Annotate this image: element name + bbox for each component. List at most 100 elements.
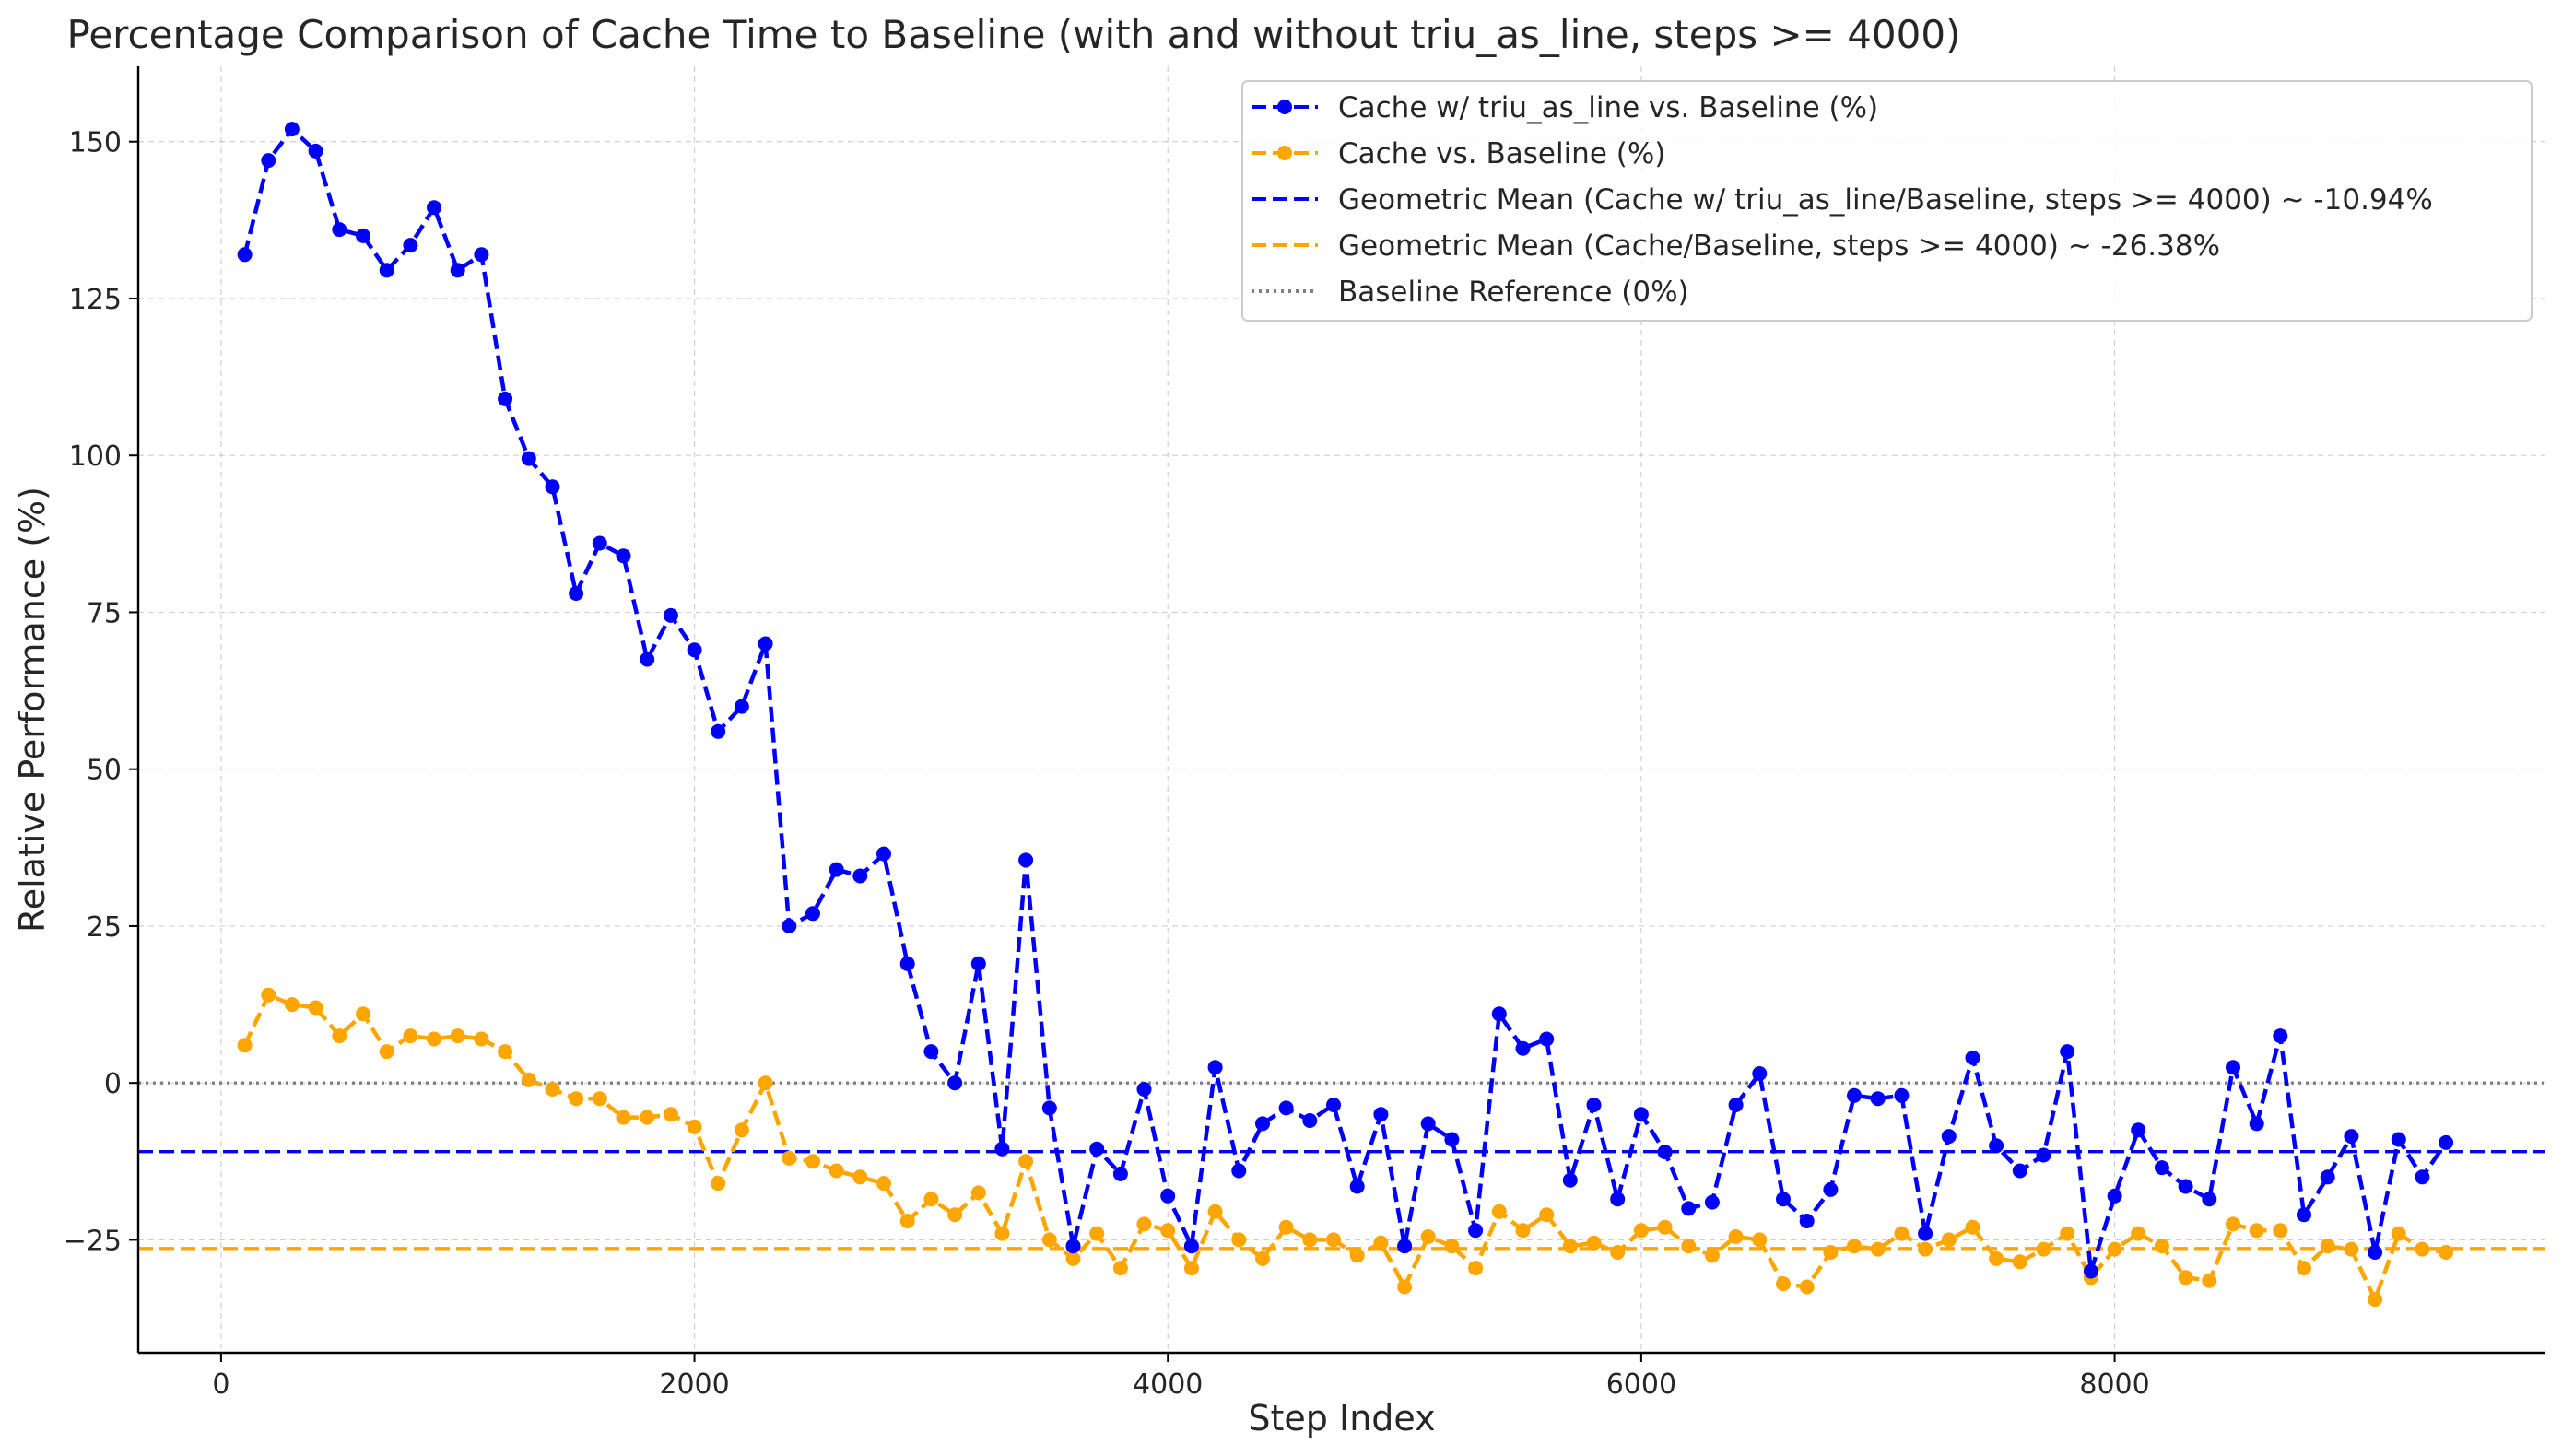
data-point [2344,1241,2359,1257]
x-axis-ticks: 0 2000 4000 6000 8000 [212,1353,2150,1401]
data-point [805,906,820,922]
data-point [1776,1276,1791,1292]
data-point [1894,1226,1910,1241]
data-point [970,1185,986,1201]
data-point [474,1031,489,1047]
data-point [2439,1134,2454,1150]
data-point [1847,1239,1862,1254]
data-point [2154,1239,2169,1254]
y-tick-label: 100 [69,440,122,473]
data-point [1704,1248,1720,1263]
data-point [2415,1169,2430,1185]
data-point [2154,1160,2169,1176]
axes [136,66,2545,1355]
data-point [1799,1279,1815,1295]
data-point [592,535,607,551]
data-point [923,1044,939,1060]
data-point [2320,1239,2335,1254]
data-point [427,1031,441,1047]
data-point [2202,1192,2217,1207]
data-point [308,1000,323,1016]
data-point [1965,1050,1980,1065]
data-point [1018,1154,1034,1169]
data-point [616,548,631,564]
series-line [242,126,2448,1274]
data-point [1326,1098,1341,1112]
data-point [1349,1248,1365,1263]
data-point [1160,1223,1176,1239]
data-point [2036,1241,2051,1257]
x-tick-label: 4000 [1133,1368,1203,1401]
data-point [711,1176,726,1192]
data-point [876,1176,891,1192]
x-tick-label: 0 [212,1368,229,1401]
data-point [1065,1251,1081,1266]
data-point [498,1044,513,1060]
data-point [1562,1239,1578,1254]
data-point [1728,1098,1744,1112]
data-point [2273,1028,2288,1044]
data-point [498,391,513,406]
data-point [403,1028,418,1044]
legend-marker [1277,100,1292,114]
data-point [2083,1263,2098,1279]
data-point [1515,1040,1531,1056]
data-point [2178,1270,2193,1286]
data-point [1468,1261,1484,1276]
y-tick-label: 150 [69,127,122,159]
data-point [2060,1044,2075,1060]
data-point [2297,1261,2311,1276]
data-point [663,1107,678,1122]
data-point [1420,1229,1436,1244]
data-point [521,451,536,466]
data-point [1539,1207,1555,1223]
data-point [1539,1031,1555,1047]
data-point [2297,1207,2311,1223]
data-point [1444,1239,1460,1254]
data-point [2012,1254,2027,1270]
data-point [2249,1116,2264,1132]
data-point [1420,1116,1436,1132]
data-point [521,1072,536,1087]
data-point [1823,1245,1839,1260]
data-point [1302,1232,1318,1248]
data-point [1491,1204,1507,1219]
data-point [1349,1179,1365,1194]
data-point [1231,1163,1247,1179]
data-point [1515,1223,1531,1239]
data-point [734,699,749,714]
y-axis-ticks: −25 0 25 50 75 100 125 150 [64,127,138,1257]
data-point [1562,1172,1578,1188]
data-point [1207,1060,1223,1075]
data-point [2012,1163,2027,1179]
data-series [237,122,2454,1308]
data-point [1586,1235,1602,1251]
legend-entry-label: Baseline Reference (0%) [1338,276,1689,309]
data-point [782,1150,797,1166]
chart-title: Percentage Comparison of Cache Time to B… [67,12,1961,57]
y-tick-label: −25 [64,1225,122,1257]
data-point [829,1163,844,1179]
data-point [2273,1223,2288,1239]
data-point [1065,1239,1081,1254]
y-tick-label: 50 [87,755,122,787]
data-point [1468,1223,1484,1239]
data-point [569,1091,584,1107]
data-point [899,1214,915,1228]
y-axis-label: Relative Performance (%) [12,487,53,933]
data-point [1657,1145,1673,1160]
data-point [1278,1100,1294,1116]
data-point [1255,1251,1270,1266]
data-point [356,228,370,243]
y-tick-label: 0 [104,1068,122,1100]
data-point [1491,1006,1507,1022]
legend-entry-label: Geometric Mean (Cache/Baseline, steps >=… [1338,229,2220,263]
data-point [758,1075,773,1091]
data-point [970,956,986,971]
x-tick-label: 8000 [2079,1368,2149,1401]
data-point [1397,1239,1413,1254]
data-point [403,238,418,253]
data-point [2202,1273,2217,1288]
data-point [852,868,868,884]
data-point [1444,1132,1460,1147]
